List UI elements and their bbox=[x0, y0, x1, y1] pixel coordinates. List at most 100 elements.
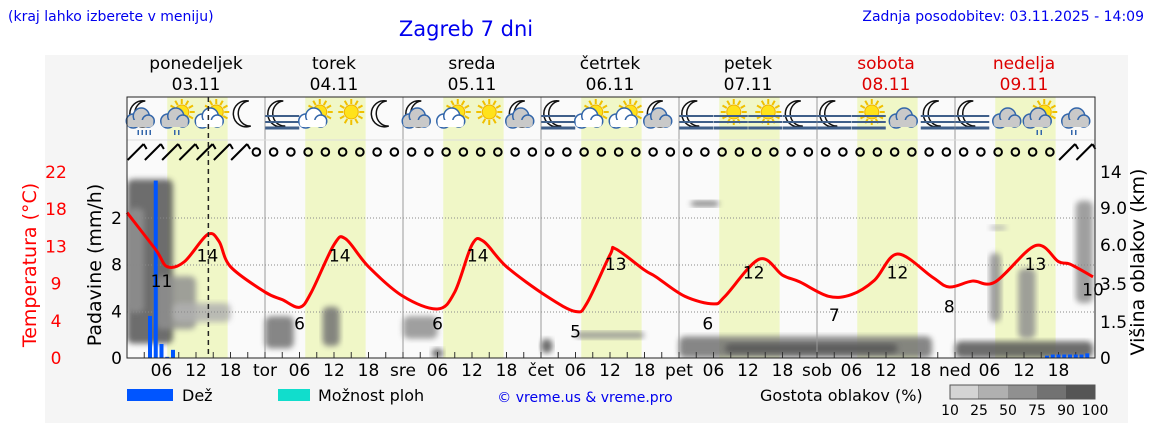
day-name: četrtek bbox=[580, 54, 641, 74]
sun-ray bbox=[1050, 104, 1057, 109]
cloud-height-tick-label: 14 bbox=[1100, 163, 1122, 183]
weather-icon-moon-cloud-rain bbox=[125, 100, 155, 135]
sun-ray bbox=[477, 115, 483, 120]
cloud-density-blob bbox=[173, 303, 231, 322]
moon-icon bbox=[681, 100, 700, 128]
temperature-label: 7 bbox=[829, 306, 840, 326]
wind-barb-shaft bbox=[213, 143, 231, 161]
wind-barb-shaft bbox=[230, 143, 248, 161]
wind-barb-icon bbox=[144, 143, 165, 161]
weather-icon-moon-cloud bbox=[401, 100, 431, 129]
wind-calm-icon bbox=[337, 147, 348, 157]
fog-icon bbox=[817, 115, 852, 130]
temperature-label: 13 bbox=[605, 255, 627, 275]
sun-ray bbox=[859, 104, 866, 109]
wind-calm-icon bbox=[510, 147, 520, 157]
x-tick-label: 18 bbox=[910, 361, 932, 381]
x-tick-label: 12 bbox=[1013, 361, 1035, 381]
weather-icon-sun-cloud bbox=[298, 99, 333, 129]
weather-icons-row bbox=[125, 99, 1091, 135]
temperature-label: 12 bbox=[887, 264, 909, 284]
x-tick-label: 18 bbox=[634, 361, 656, 381]
x-tick-label: 12 bbox=[461, 361, 483, 381]
temperature-label: 14 bbox=[467, 247, 489, 267]
cloud-density-blob bbox=[403, 316, 438, 339]
temperature-label: 6 bbox=[702, 314, 713, 334]
legend-rain-label: Dež bbox=[182, 386, 213, 405]
copyright-link[interactable]: © vreme.us & vreme.pro bbox=[497, 390, 672, 406]
cloud-density-blob bbox=[1018, 268, 1036, 339]
weather-icon-sun-cloud bbox=[436, 99, 471, 129]
x-tick-label: 18 bbox=[220, 361, 242, 381]
sun-ray bbox=[354, 100, 359, 106]
cloud-icon bbox=[574, 107, 604, 129]
weather-icon-sun-fog bbox=[748, 99, 783, 130]
wind-barb-shaft bbox=[1075, 143, 1094, 161]
cloud-icon bbox=[888, 107, 918, 129]
location-hint[interactable]: (kraj lahko izberete v meniju) bbox=[8, 9, 214, 25]
precipitation-tick-label: 2 bbox=[111, 209, 122, 229]
x-tick-label: 06 bbox=[289, 361, 311, 381]
wind-calm-icon bbox=[648, 147, 658, 157]
sun-ray bbox=[354, 118, 359, 124]
temperature-tick-label: 9 bbox=[51, 275, 62, 295]
cloud-height-tick-label: 3.5 bbox=[1100, 275, 1127, 295]
moon-icon bbox=[819, 100, 838, 128]
wind-barb-feather bbox=[246, 143, 251, 150]
rain-bar bbox=[159, 343, 164, 358]
precipitation-tick-label: 8 bbox=[111, 256, 122, 276]
sun-ray bbox=[481, 118, 487, 124]
temperature-label: 14 bbox=[197, 247, 219, 267]
x-tick-label: sre bbox=[390, 361, 416, 381]
daylight-band bbox=[719, 97, 780, 358]
cloud-density-swatch bbox=[949, 384, 980, 400]
wind-calm-icon bbox=[355, 147, 365, 157]
cloud-density-blob bbox=[541, 338, 553, 354]
sun-ray bbox=[464, 115, 470, 120]
sun-ray bbox=[188, 104, 194, 109]
cloud-density-tick-label: 25 bbox=[970, 403, 988, 419]
x-tick-label: 18 bbox=[358, 361, 380, 381]
cloud-height-tick-label: 0 bbox=[1100, 349, 1111, 369]
sun-ray bbox=[636, 115, 643, 120]
sun-ray bbox=[726, 100, 731, 106]
x-tick-label: ned bbox=[939, 361, 971, 381]
day-date: 08.11 bbox=[862, 75, 911, 95]
moon-icon bbox=[267, 100, 286, 128]
x-tick-label: 06 bbox=[703, 361, 725, 381]
sun-disc bbox=[343, 104, 359, 120]
sun-ray bbox=[636, 104, 643, 109]
day-date: 06.11 bbox=[586, 75, 635, 95]
temperature-tick-label: 22 bbox=[45, 163, 67, 183]
wind-calm-icon bbox=[907, 147, 917, 157]
wind-calm-icon bbox=[665, 147, 676, 157]
weather-icon-cloud bbox=[888, 107, 918, 129]
fog-icon bbox=[748, 115, 783, 130]
wind-calm-icon bbox=[958, 147, 969, 157]
cloud-icon bbox=[436, 107, 466, 129]
temperature-line bbox=[125, 211, 1094, 314]
day-date: 03.11 bbox=[172, 75, 221, 95]
sun-ray bbox=[874, 100, 880, 106]
day-date: 04.11 bbox=[310, 75, 359, 95]
rain-bar bbox=[171, 349, 175, 358]
fog-icon bbox=[851, 115, 886, 130]
wind-calm-icon bbox=[286, 147, 296, 157]
cloud-density-swatch bbox=[1037, 385, 1066, 399]
sun-ray bbox=[343, 100, 349, 106]
x-axis: 06 12 18 tor 06 12 18 sre 06 12 18 čet 06 12 18 pet 06 12… bbox=[151, 361, 1070, 381]
legend-shower-swatch bbox=[278, 389, 310, 401]
weather-icon-moon-fog bbox=[817, 100, 852, 130]
sun-ray bbox=[326, 104, 332, 109]
wind-barb-icon bbox=[213, 143, 234, 161]
moon-icon bbox=[370, 100, 390, 128]
weather-icon-moon bbox=[232, 100, 252, 128]
temperature-label: 10 bbox=[1082, 280, 1104, 300]
sun-ray bbox=[495, 104, 502, 109]
sun-ray bbox=[450, 100, 455, 106]
fog-icon bbox=[782, 115, 817, 130]
cloud-base bbox=[993, 120, 1020, 127]
cloud-density-tick-label: 10 bbox=[941, 403, 959, 419]
temperature-label: 14 bbox=[329, 247, 351, 267]
plot-frame bbox=[126, 96, 1096, 359]
